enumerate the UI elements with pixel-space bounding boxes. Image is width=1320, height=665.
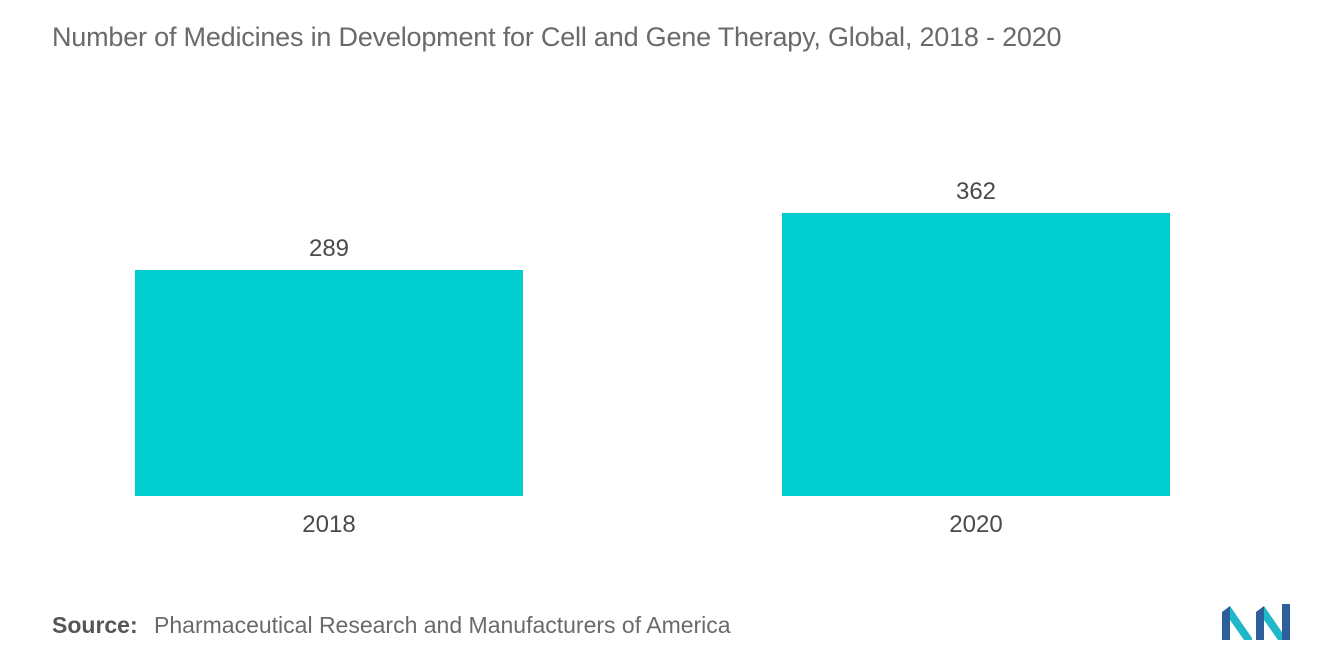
bar-2020 xyxy=(782,212,1170,496)
data-label-2018: 289 xyxy=(309,235,349,262)
bar-2018 xyxy=(135,270,523,496)
source-note: Source: Pharmaceutical Research and Manu… xyxy=(52,612,731,639)
chart-title: Number of Medicines in Development for C… xyxy=(52,22,1062,52)
data-label-2020: 362 xyxy=(956,178,996,205)
bar-chart: 289 2018 362 2020 xyxy=(135,178,1170,538)
mordor-intelligence-logo-icon xyxy=(1222,604,1290,640)
source-text: Pharmaceutical Research and Manufacturer… xyxy=(154,612,731,638)
source-key: Source: xyxy=(52,612,138,638)
category-label-2018: 2018 xyxy=(302,511,355,538)
category-label-2020: 2020 xyxy=(949,511,1002,538)
